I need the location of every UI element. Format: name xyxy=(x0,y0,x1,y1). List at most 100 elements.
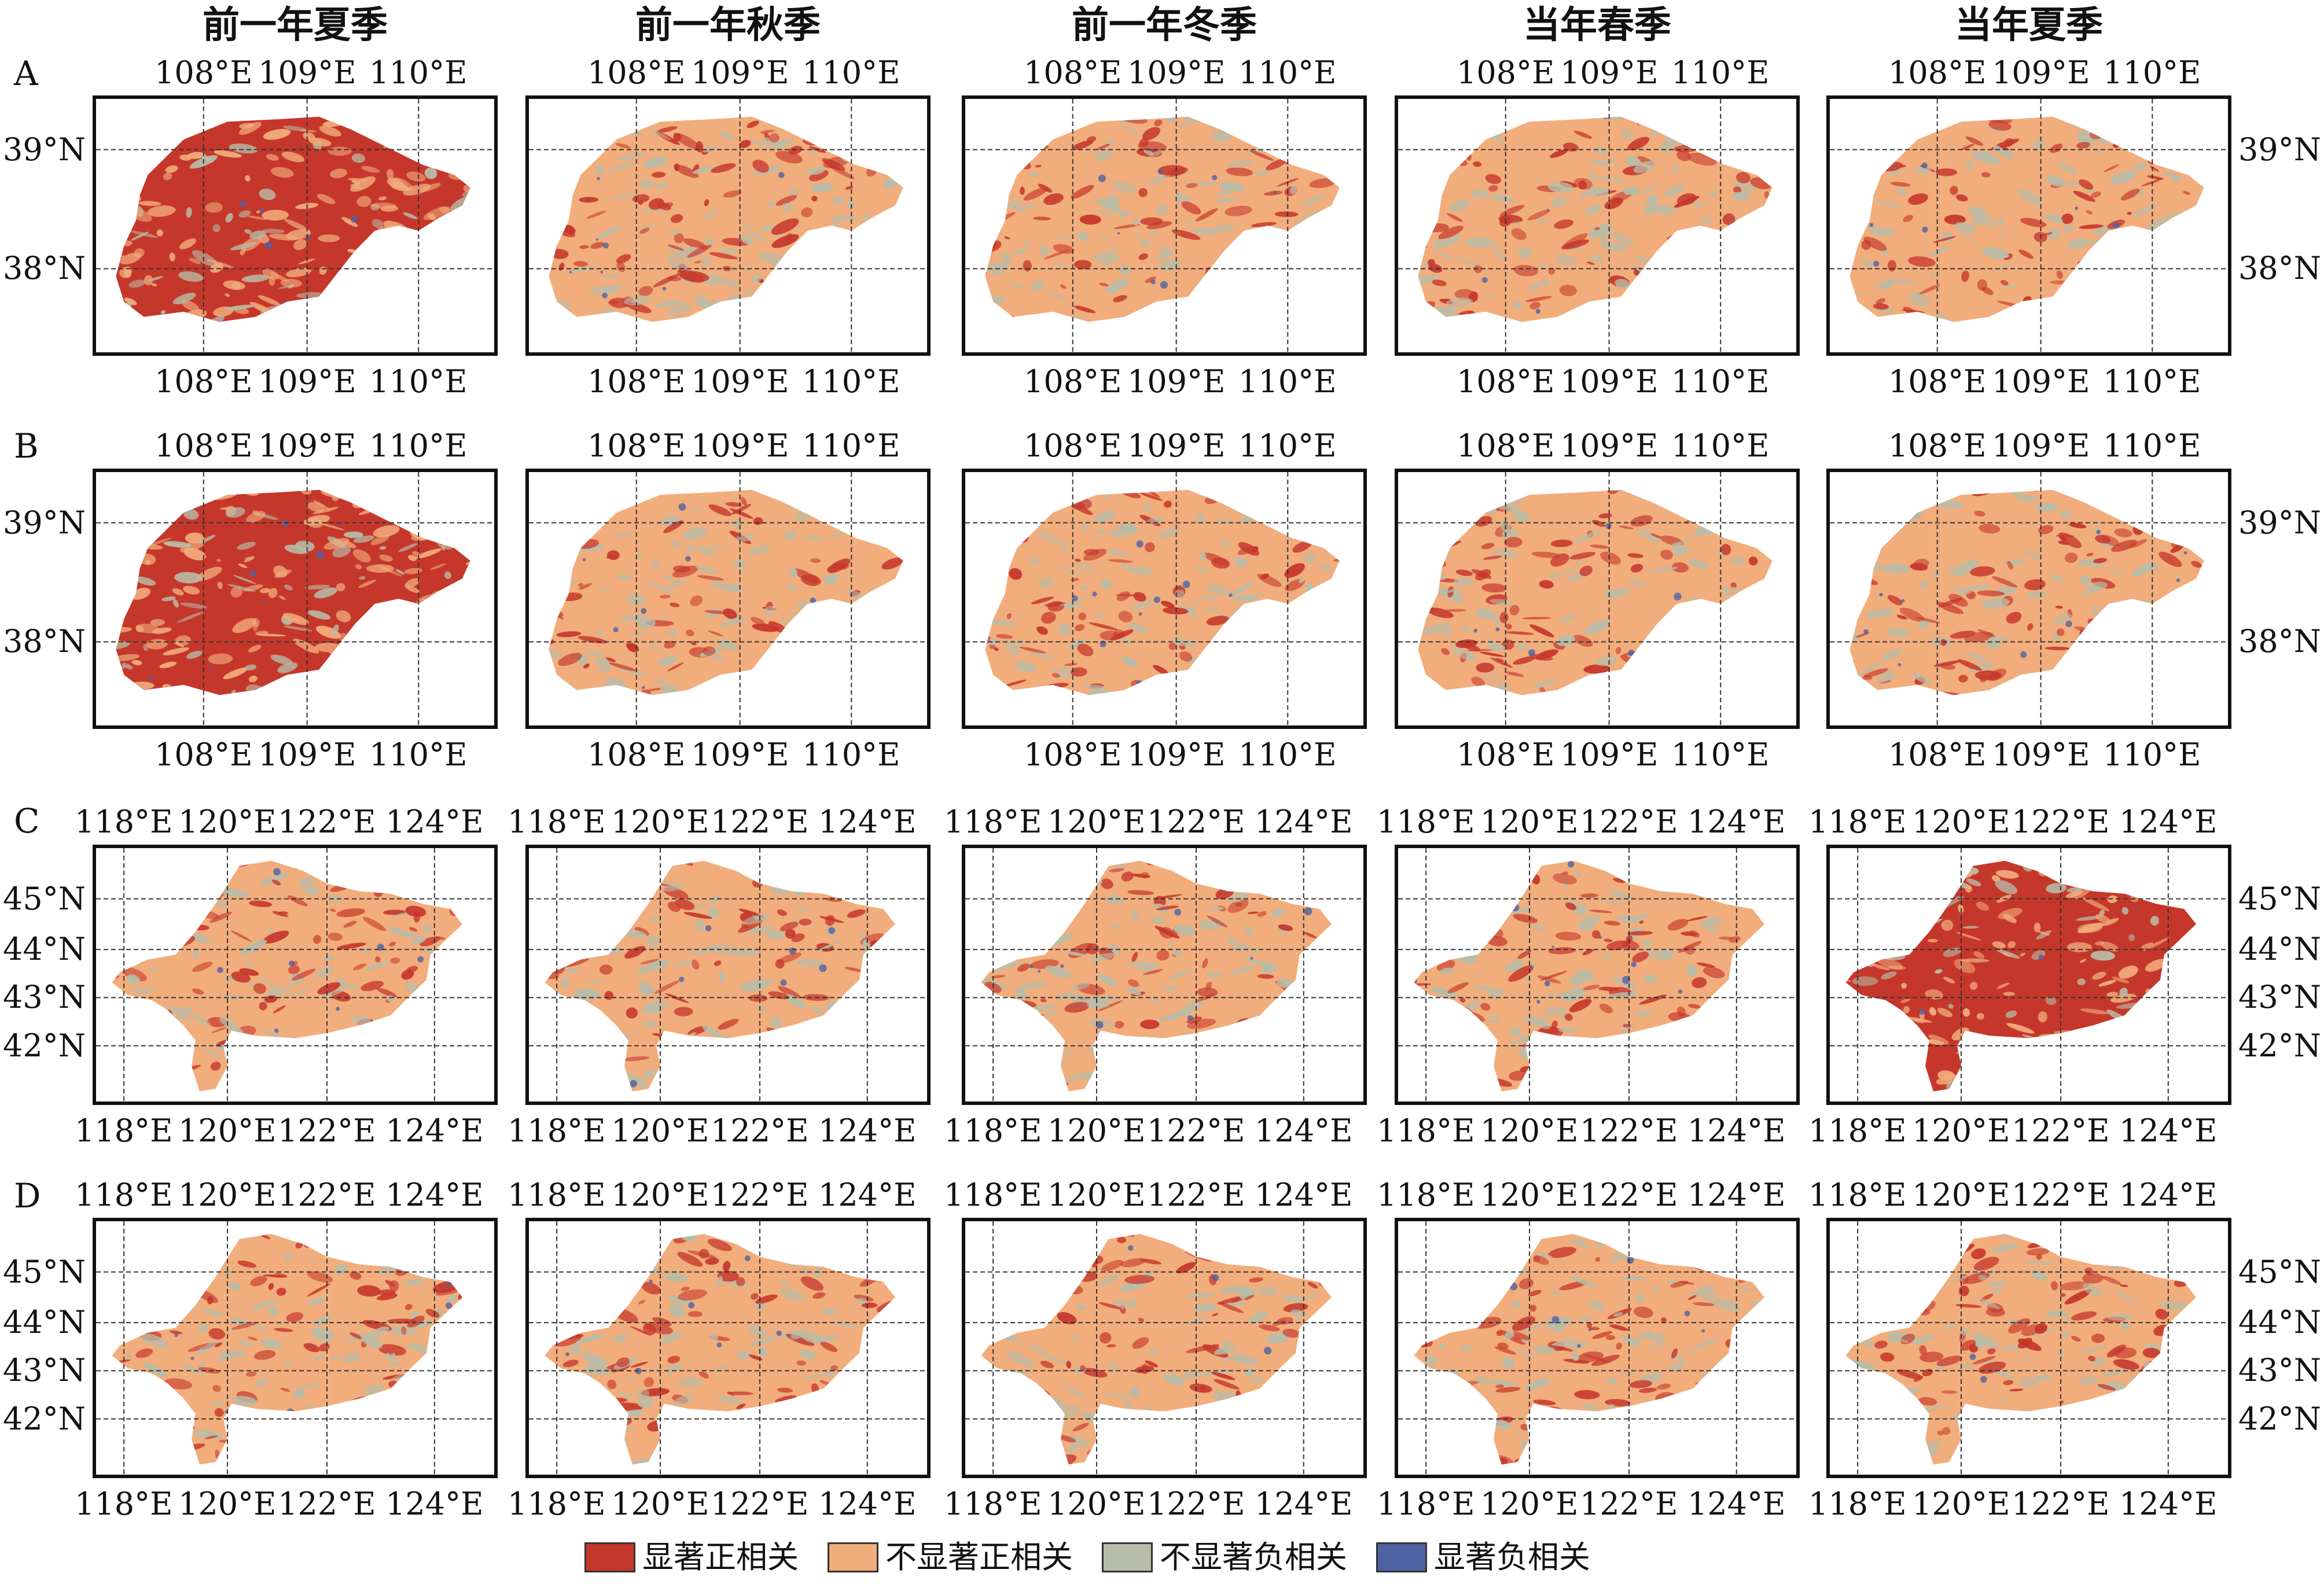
pixel-patch xyxy=(1925,989,1943,1000)
pixel-patch xyxy=(1876,676,1895,683)
pixel-patch xyxy=(1112,180,1137,194)
pixel-patch xyxy=(119,201,130,208)
pixel-patch xyxy=(796,906,812,913)
lon-tick-label: 120°E xyxy=(611,804,709,840)
pixel-patch xyxy=(2163,263,2185,273)
map-svg xyxy=(529,99,927,352)
pixel-patch xyxy=(1215,520,1232,523)
pixel-patch xyxy=(1101,878,1113,889)
pixel-patch xyxy=(529,498,547,512)
pixel-patch xyxy=(2167,246,2190,257)
pixel-patch xyxy=(424,167,437,179)
lon-tick-label: 108°E xyxy=(1024,54,1122,91)
pixel-patch xyxy=(157,702,163,706)
pixel-patch xyxy=(1212,1313,1219,1317)
map-svg xyxy=(1830,99,2228,352)
pixel-patch xyxy=(823,102,851,114)
lon-tick-label: 122°E xyxy=(1147,804,1245,840)
pixel-patch xyxy=(124,1354,131,1359)
pixel-patch xyxy=(1648,687,1655,695)
pixel-patch xyxy=(271,879,281,886)
pixel-patch xyxy=(1131,952,1138,962)
pixel-patch xyxy=(1056,666,1075,679)
pixel-patch xyxy=(1302,1398,1327,1411)
pixel-patch xyxy=(1052,673,1060,678)
pixel-patch xyxy=(316,966,334,978)
pixel-patch xyxy=(1873,522,1885,529)
pixel-patch xyxy=(910,667,927,687)
pixel-patch xyxy=(1664,1080,1678,1090)
pixel-patch xyxy=(1508,965,1534,982)
pixel-patch xyxy=(2079,179,2094,190)
lon-tick-label: 110°E xyxy=(2103,54,2201,91)
pixel-patch xyxy=(1157,165,1187,176)
pixel-patch xyxy=(819,916,844,923)
pixel-patch xyxy=(1663,630,1676,639)
pixel-patch xyxy=(819,964,827,972)
pixel-patch xyxy=(2090,701,2110,712)
pixel-patch xyxy=(552,915,579,924)
pixel-patch xyxy=(238,210,251,218)
pixel-patch xyxy=(149,1456,175,1465)
pixel-patch xyxy=(1583,664,1610,674)
pixel-patch xyxy=(1324,1021,1332,1031)
pixel-patch xyxy=(1965,101,1984,112)
pixel-patch xyxy=(549,195,571,207)
pixel-patch xyxy=(744,1222,753,1231)
pixel-patch xyxy=(2131,655,2146,662)
pixel-patch xyxy=(608,894,615,900)
pixel-patch xyxy=(427,889,457,897)
pixel-patch xyxy=(1965,885,1972,893)
pixel-patch xyxy=(545,1259,561,1270)
column-title-5: 当年夏季 xyxy=(1955,3,2103,47)
pixel-patch xyxy=(624,946,646,959)
pixel-patch xyxy=(1962,336,1971,343)
pixel-patch xyxy=(2166,625,2190,636)
pixel-patch xyxy=(981,950,987,959)
pixel-patch xyxy=(990,677,998,686)
pixel-patch xyxy=(816,473,828,483)
pixel-patch xyxy=(1548,947,1576,955)
pixel-patch xyxy=(377,627,385,633)
pixel-patch xyxy=(131,660,142,665)
pixel-patch xyxy=(2193,1021,2196,1030)
pixel-patch xyxy=(820,1056,827,1062)
pixel-patch xyxy=(2182,306,2193,315)
pixel-patch xyxy=(1681,931,1698,936)
pixel-patch xyxy=(1246,628,1268,638)
pixel-patch xyxy=(613,848,642,853)
pixel-patch xyxy=(2077,878,2085,889)
pixel-patch xyxy=(774,1419,800,1431)
pixel-patch xyxy=(986,128,992,138)
pixel-patch xyxy=(1220,319,1236,322)
pixel-patch xyxy=(1065,951,1088,957)
lon-tick-label: 118°E xyxy=(944,1113,1042,1149)
pixel-patch xyxy=(395,849,402,857)
pixel-patch xyxy=(659,472,668,474)
pixel-patch xyxy=(1299,472,1318,480)
pixel-patch xyxy=(1990,255,2010,259)
pixel-patch xyxy=(1695,628,1712,638)
lon-tick-label: 120°E xyxy=(178,804,277,840)
pixel-patch xyxy=(696,295,708,307)
pixel-patch xyxy=(2083,99,2110,103)
pixel-patch xyxy=(1420,182,1427,188)
pixel-patch xyxy=(789,947,796,955)
pixel-patch xyxy=(176,1091,186,1092)
pixel-patch xyxy=(863,633,876,644)
pixel-patch xyxy=(888,489,903,496)
pixel-patch xyxy=(1529,301,1541,310)
pixel-patch xyxy=(1072,140,1094,150)
pixel-patch xyxy=(1540,848,1549,854)
pixel-patch xyxy=(1591,1069,1602,1073)
pixel-patch xyxy=(1251,222,1277,227)
pixel-patch xyxy=(2110,171,2137,185)
pixel-patch xyxy=(1726,344,1736,352)
pixel-patch xyxy=(812,1268,823,1278)
pixel-patch xyxy=(1970,566,1995,577)
pixel-patch xyxy=(640,959,659,964)
pixel-patch xyxy=(271,318,281,322)
pixel-patch xyxy=(760,130,775,134)
pixel-patch xyxy=(1009,492,1023,496)
pixel-patch xyxy=(1173,857,1196,861)
